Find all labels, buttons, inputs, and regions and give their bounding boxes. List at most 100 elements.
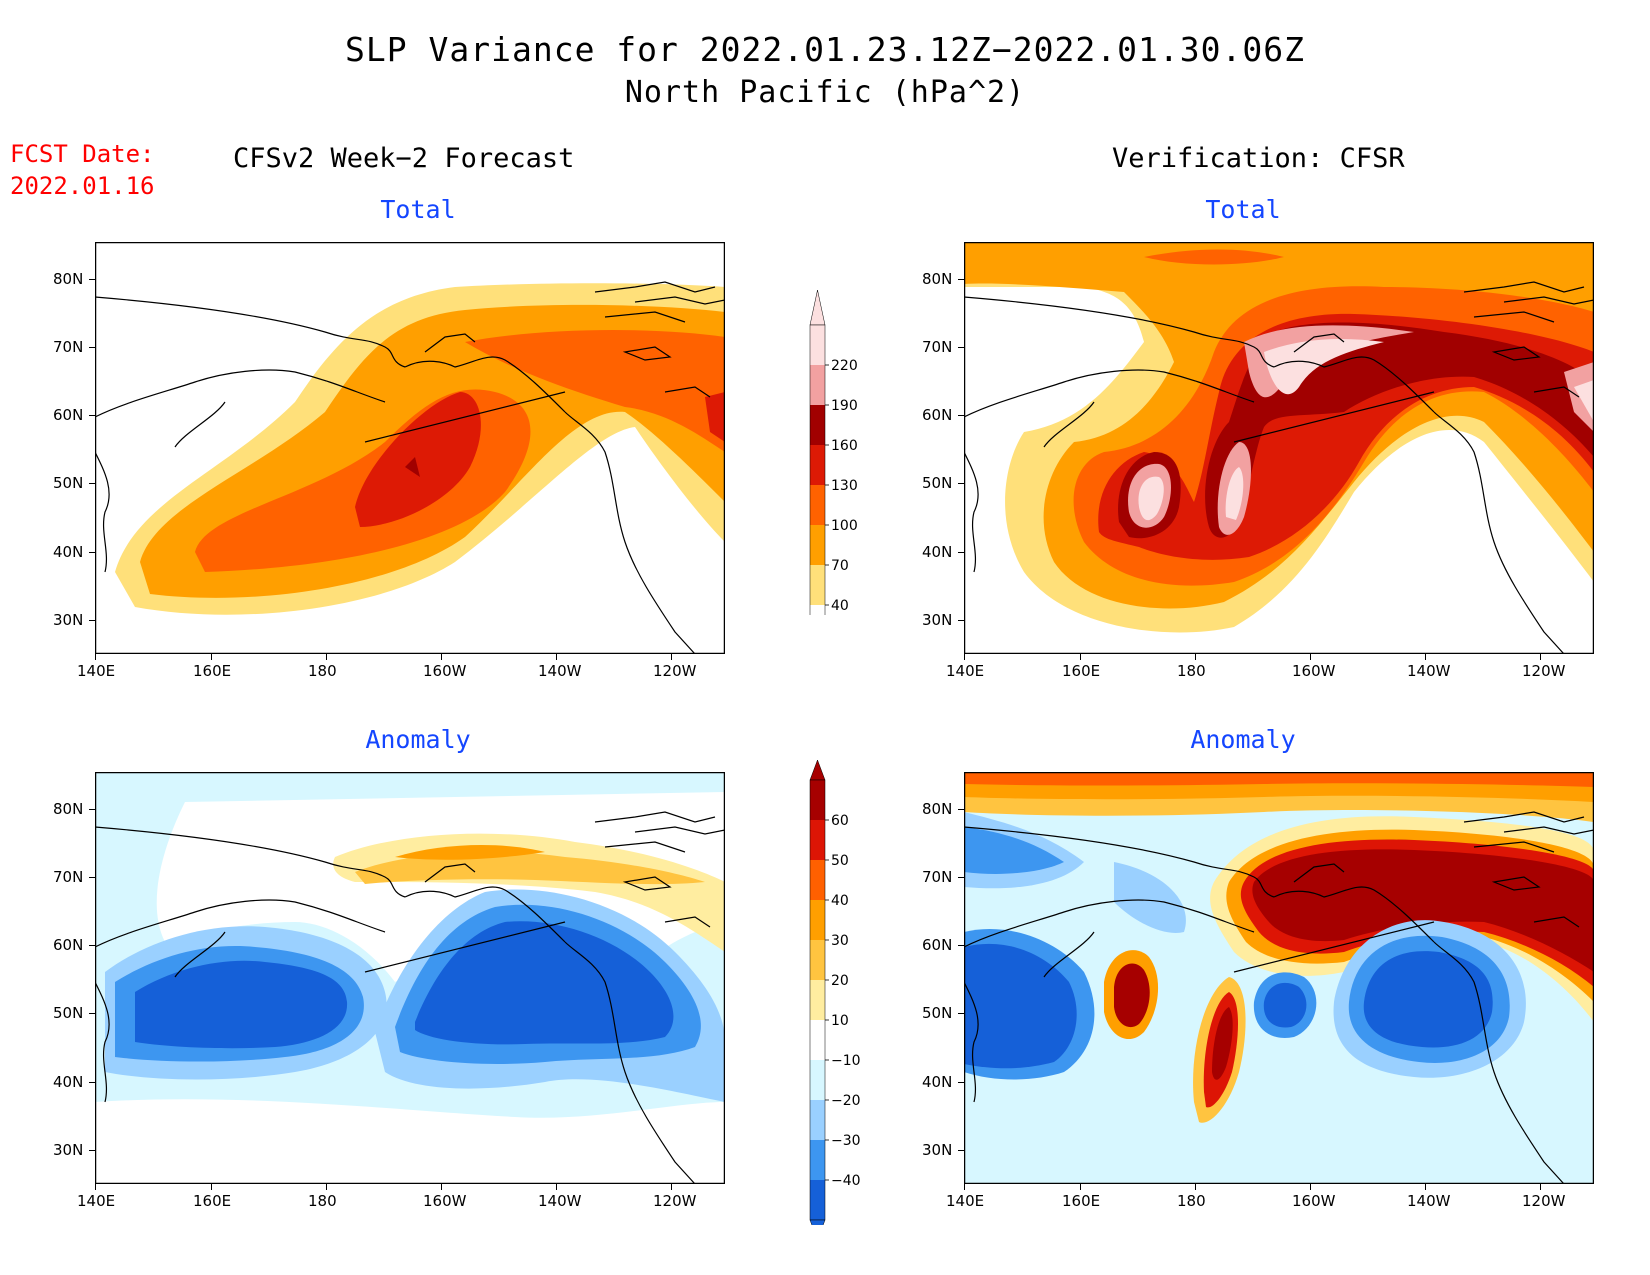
- verification-anomaly-lat-tick: [958, 1082, 964, 1083]
- forecast-total-lon-tick: [441, 654, 442, 660]
- total-colorbar-swatch: [810, 565, 825, 605]
- forecast-total-lat-tick: [89, 620, 95, 621]
- forecast-anomaly-lat-tick: [89, 877, 95, 878]
- anomaly-colorbar-swatch: [810, 940, 825, 980]
- verification-anomaly-lon-tick: [1425, 1184, 1426, 1190]
- anomaly-colorbar-label: 30: [831, 933, 849, 949]
- total-colorbar-swatch: [810, 605, 825, 615]
- forecast-anomaly-lon-tick: [441, 1184, 442, 1190]
- anomaly-colorbar-swatch: [810, 900, 825, 940]
- verification-anomaly-lat-tick: [958, 1150, 964, 1151]
- total-colorbar-label: 160: [831, 438, 858, 454]
- left-column-heading: CFSv2 Week−2 Forecast: [233, 143, 575, 174]
- verification-total-lat-tick: [958, 415, 964, 416]
- total-colorbar-swatch: [810, 485, 825, 525]
- verification-total-lon-label: 160W: [1292, 662, 1336, 680]
- forecast-anomaly-lat-label: 40N: [53, 1073, 84, 1091]
- forecast-anomaly-lat-tick: [89, 1082, 95, 1083]
- verification-total-lon-label: 120W: [1522, 662, 1566, 680]
- anomaly-colorbar-swatch: [810, 980, 825, 1020]
- verification-total-lat-label: 40N: [922, 543, 953, 561]
- anomaly-colorbar-swatch: [810, 1060, 825, 1100]
- forecast-total-lat-label: 60N: [53, 406, 84, 424]
- forecast-anomaly-lat-tick: [89, 1150, 95, 1151]
- forecast-total-lon-label: 120W: [653, 662, 697, 680]
- verification-total-lon-tick: [1425, 654, 1426, 660]
- verification-anomaly-lon-label: 120W: [1522, 1192, 1566, 1210]
- forecast-anomaly-lon-label: 160W: [423, 1192, 467, 1210]
- verification-total-lon-label: 140W: [1407, 662, 1451, 680]
- forecast-total-lon-label: 140W: [538, 662, 582, 680]
- total-colorbar-label: 220: [831, 358, 858, 374]
- verification-total-lon-tick: [1195, 654, 1196, 660]
- anomaly-colorbar-label: 40: [831, 893, 849, 909]
- anomaly-colorbar-label: −30: [831, 1133, 861, 1149]
- verification-anomaly-lon-tick: [964, 1184, 965, 1190]
- forecast-anomaly-lon-label: 120W: [653, 1192, 697, 1210]
- forecast-total-lon-tick: [671, 654, 672, 660]
- total-colorbar-label: 70: [831, 558, 849, 574]
- total-colorbar-top-arrow: [809, 289, 826, 326]
- forecast-total-subtitle: Total: [380, 195, 456, 224]
- verification-anomaly-lon-label: 140W: [1407, 1192, 1451, 1210]
- anomaly-colorbar-swatch: [810, 1180, 825, 1220]
- anomaly-colorbar-label: 10: [831, 1013, 849, 1029]
- total-colorbar: 220 190 160 130 100 70 40: [809, 289, 858, 615]
- verification-anomaly-lon-label: 160W: [1292, 1192, 1336, 1210]
- anomaly-colorbar-label: −10: [831, 1053, 861, 1069]
- verification-anomaly-lat-tick: [958, 877, 964, 878]
- forecast-total-map: [95, 242, 725, 654]
- verification-anomaly-lon-tick: [1310, 1184, 1311, 1190]
- verification-anomaly-lat-label: 30N: [922, 1141, 953, 1159]
- forecast-anomaly-lon-tick: [671, 1184, 672, 1190]
- forecast-total-lat-tick: [89, 347, 95, 348]
- verification-anomaly-lon-tick: [1080, 1184, 1081, 1190]
- forecast-anomaly-lon-label: 160E: [193, 1192, 232, 1210]
- forecast-anomaly-lon-tick: [556, 1184, 557, 1190]
- anomaly-colorbar-label: 20: [831, 973, 849, 989]
- anomaly-colorbar-swatch: [810, 1140, 825, 1180]
- verification-anomaly-lat-label: 50N: [922, 1004, 953, 1022]
- verification-total-lat-tick: [958, 483, 964, 484]
- verification-total-lon-tick: [1310, 654, 1311, 660]
- forecast-total-lon-label: 140E: [77, 662, 116, 680]
- anomaly-colorbar-label: −20: [831, 1093, 861, 1109]
- forecast-total-lat-tick: [89, 415, 95, 416]
- forecast-total-lat-label: 80N: [53, 270, 84, 288]
- anomaly-colorbar-swatch: [810, 860, 825, 900]
- anomaly-colorbar-label: 50: [831, 853, 849, 869]
- total-colorbar-swatch: [810, 365, 825, 405]
- verification-anomaly-lon-label: 140E: [946, 1192, 985, 1210]
- verification-anomaly-lat-tick: [958, 1013, 964, 1014]
- forecast-total-lat-label: 30N: [53, 611, 84, 629]
- forecast-anomaly-lat-label: 70N: [53, 868, 84, 886]
- total-colorbar-swatch: [810, 325, 825, 365]
- main-subtitle: North Pacific (hPa^2): [624, 75, 1026, 110]
- forecast-anomaly-lon-tick: [95, 1184, 96, 1190]
- forecast-total-lon-label: 180: [308, 662, 337, 680]
- total-colorbar-label: 130: [831, 478, 858, 494]
- total-colorbar-swatch: [810, 405, 825, 445]
- verification-total-lat-tick: [958, 347, 964, 348]
- forecast-total-lon-tick: [211, 654, 212, 660]
- forecast-total-lat-tick: [89, 552, 95, 553]
- forecast-anomaly-lat-tick: [89, 1013, 95, 1014]
- verification-anomaly-lon-tick: [1195, 1184, 1196, 1190]
- forecast-anomaly-lon-label: 180: [308, 1192, 337, 1210]
- forecast-total-lon-label: 160W: [423, 662, 467, 680]
- forecast-anomaly-lon-tick: [326, 1184, 327, 1190]
- forecast-anomaly-lat-label: 30N: [53, 1141, 84, 1159]
- verification-total-lon-label: 160E: [1062, 662, 1101, 680]
- total-colorbar-label: 190: [831, 398, 858, 414]
- total-colorbar-label: 100: [831, 518, 858, 534]
- verification-total-lat-label: 50N: [922, 474, 953, 492]
- forecast-total-lat-label: 70N: [53, 338, 84, 356]
- verification-total-lon-tick: [1080, 654, 1081, 660]
- forecast-total-lon-label: 160E: [193, 662, 232, 680]
- forecast-total-lon-tick: [556, 654, 557, 660]
- verification-anomaly-lat-label: 70N: [922, 868, 953, 886]
- anomaly-colorbar-swatch: [810, 1020, 825, 1060]
- forecast-total-lat-tick: [89, 279, 95, 280]
- forecast-anomaly-lat-label: 80N: [53, 800, 84, 818]
- anomaly-colorbar-label: −40: [831, 1173, 861, 1189]
